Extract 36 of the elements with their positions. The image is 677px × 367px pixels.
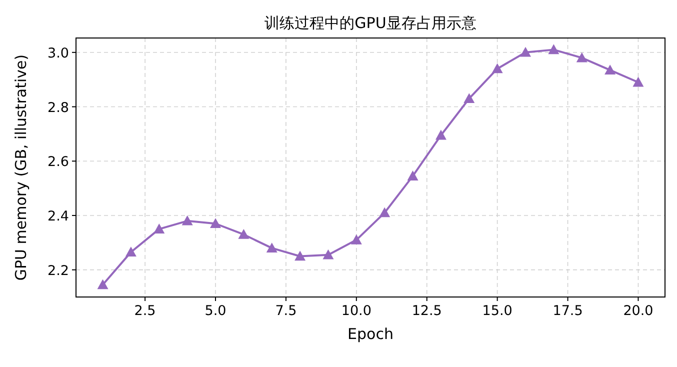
x-tick-label: 7.5 (275, 303, 297, 319)
point (576, 52, 588, 62)
point (350, 234, 362, 244)
point (407, 170, 418, 180)
y-tick-label: 2.4 (48, 208, 69, 224)
point (492, 63, 503, 74)
y-tick-label: 2.6 (48, 154, 69, 170)
point (435, 130, 446, 140)
point (548, 44, 560, 54)
x-axis-title: Epoch (348, 325, 394, 343)
x-tick-label: 15.0 (482, 303, 512, 319)
chart-title: 训练过程中的GPU显存占用示意 (264, 14, 476, 32)
x-tick-label: 10.0 (341, 303, 372, 319)
point (125, 246, 136, 257)
point (604, 64, 616, 74)
x-tick-label: 12.5 (412, 303, 442, 319)
x-tick-label: 17.5 (552, 303, 583, 319)
point (97, 279, 108, 290)
x-tick-label: 2.5 (134, 303, 156, 319)
x-tick-label: 5.0 (204, 303, 226, 319)
y-tick-label: 2.2 (48, 262, 69, 279)
point (210, 218, 221, 228)
point (294, 250, 306, 261)
point (379, 207, 390, 218)
point (322, 249, 334, 260)
x-tick-label: 20.0 (623, 303, 654, 319)
point (632, 76, 644, 87)
point (238, 228, 250, 239)
point (266, 242, 278, 252)
point (520, 46, 531, 57)
point (182, 215, 193, 226)
y-axis-title: GPU memory (GB, illustrative) (12, 54, 30, 281)
y-tick-label: 3.0 (48, 45, 69, 62)
y-tick-label: 2.8 (48, 100, 69, 116)
point (154, 224, 165, 234)
point (464, 93, 475, 104)
